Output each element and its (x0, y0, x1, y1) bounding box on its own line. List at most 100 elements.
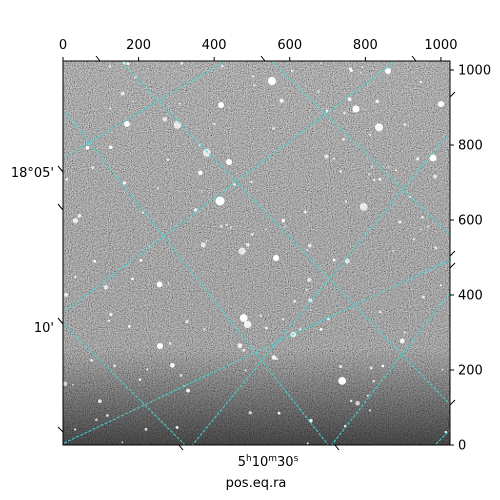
y-tick-label-4: 800 (458, 139, 483, 154)
star (332, 157, 335, 160)
star (281, 218, 286, 223)
dec-tick-label-0: 18°05' (11, 166, 54, 181)
star (232, 182, 236, 186)
star (392, 250, 395, 252)
star (305, 288, 308, 291)
star (251, 233, 254, 236)
star (72, 217, 79, 224)
grid-line (191, 131, 450, 445)
star (103, 284, 109, 290)
star (95, 418, 98, 422)
star (203, 328, 206, 331)
star (65, 178, 68, 181)
star (201, 190, 203, 192)
world-tick (260, 55, 266, 62)
star (170, 363, 175, 368)
star (279, 98, 284, 103)
star (272, 127, 275, 130)
star (420, 228, 422, 231)
star (237, 343, 243, 349)
star (74, 428, 77, 431)
star (213, 122, 216, 126)
star (122, 181, 127, 185)
star (173, 121, 182, 129)
star (343, 111, 346, 115)
star (77, 214, 82, 218)
world-tick (57, 203, 64, 211)
star (283, 225, 286, 228)
y-tick-label-1: 200 (458, 364, 483, 379)
star (421, 295, 425, 299)
star (306, 249, 309, 252)
star (441, 368, 444, 371)
star (320, 62, 322, 64)
star (253, 83, 256, 87)
star (205, 240, 208, 242)
star (347, 97, 352, 102)
star (319, 327, 323, 331)
y-tick-label-0: 0 (458, 439, 466, 454)
coordinate-grid (63, 61, 450, 445)
world-tick (449, 262, 456, 269)
star (359, 71, 362, 74)
stars (63, 61, 447, 445)
star (327, 317, 330, 321)
star (282, 318, 285, 321)
star (265, 228, 268, 231)
star (370, 165, 373, 168)
star (220, 64, 224, 68)
star (339, 170, 342, 173)
star (90, 358, 93, 362)
world-tick (57, 317, 64, 325)
star (179, 374, 183, 377)
grid-line (330, 291, 450, 445)
bright-star (438, 101, 444, 107)
ra-tick-label: 5h10m30s (238, 454, 299, 470)
star (127, 325, 131, 328)
world-tick (334, 444, 340, 451)
grid-line (119, 61, 450, 406)
star (290, 69, 294, 73)
star (306, 442, 309, 445)
star (244, 369, 247, 372)
world-tick (57, 426, 64, 433)
star (412, 238, 415, 241)
star (359, 203, 368, 211)
world-tick (57, 165, 64, 173)
star (317, 90, 320, 93)
star (239, 314, 248, 322)
bright-star (268, 77, 276, 85)
y-tick-label-3: 600 (458, 214, 483, 229)
star (97, 399, 102, 404)
star (398, 220, 402, 224)
star (275, 357, 278, 361)
star (369, 133, 372, 136)
star (120, 91, 125, 96)
star (277, 411, 281, 415)
star (348, 67, 352, 71)
world-tick (95, 55, 101, 62)
star (156, 281, 163, 288)
bright-star (215, 196, 225, 206)
star (342, 138, 345, 141)
star (202, 148, 211, 157)
star (265, 326, 268, 330)
star (381, 364, 385, 368)
star (146, 368, 149, 371)
star (93, 259, 97, 263)
star (369, 366, 373, 370)
star (309, 419, 313, 423)
star (178, 102, 181, 105)
star (250, 180, 253, 184)
star (72, 384, 74, 386)
star (338, 377, 347, 385)
star (375, 123, 384, 132)
x-tick-label-4: 800 (353, 38, 378, 53)
star (138, 378, 142, 381)
bright-star (124, 121, 130, 127)
star (109, 107, 111, 110)
star (293, 300, 296, 303)
dec-tick-label-1: 10' (34, 321, 54, 336)
grid-line (63, 61, 227, 159)
